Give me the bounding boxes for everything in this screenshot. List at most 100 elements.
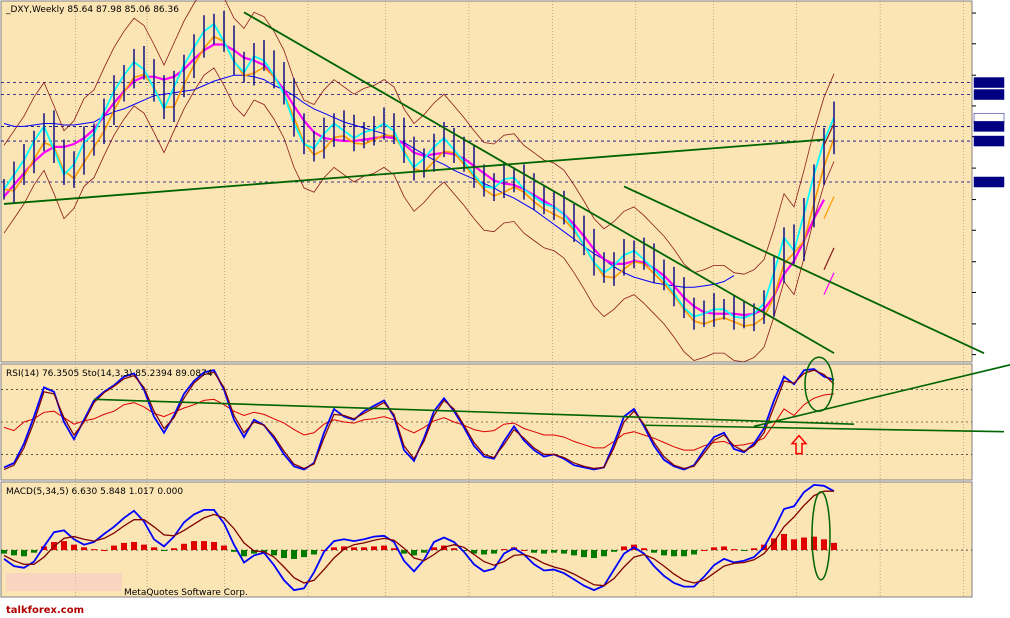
macd-histogram-bar [81, 547, 87, 551]
macd-histogram-bar [71, 544, 77, 551]
stochastic-d-line [3, 369, 835, 471]
rsi-trendline [753, 364, 1010, 428]
price-badge-box [973, 135, 1005, 147]
highlight-ellipse [811, 491, 831, 581]
rsi-trendline [643, 424, 1005, 433]
macd-histogram-bar [331, 547, 337, 551]
macd-histogram-bar [121, 542, 127, 551]
macd-histogram-bar [151, 547, 157, 551]
macd-histogram-bar [711, 547, 717, 551]
macd-histogram-bar [231, 550, 237, 552]
lower-envelope-line [3, 67, 835, 363]
macd-histogram-bar [601, 550, 607, 557]
macd-histogram-bar [21, 550, 27, 557]
watermark-site: talkforex.com [6, 605, 84, 616]
macd-histogram-bar [411, 550, 417, 556]
macd-histogram-bar [741, 550, 747, 552]
watermark: talkforex.com MetaQuotes Software Corp. [6, 573, 248, 616]
macd-histogram-bar [831, 542, 837, 551]
macd-histogram-bar [481, 550, 487, 555]
macd-histogram-bar [691, 550, 697, 555]
macd-series [1, 483, 837, 592]
macd-histogram-bar [311, 550, 317, 555]
macd-histogram-bar [401, 550, 407, 554]
rsi-line [3, 393, 835, 451]
price-trendline [243, 11, 835, 354]
moving-average-end [823, 247, 835, 271]
macd-histogram-bar [681, 550, 687, 557]
macd-histogram-bar [641, 548, 647, 551]
macd-histogram-bar [161, 550, 167, 552]
macd-histogram-bar [111, 545, 117, 551]
macd-histogram-bar [771, 538, 777, 551]
macd-histogram-bar [521, 550, 527, 552]
macd-histogram-bar [191, 541, 197, 551]
macd-histogram-bar [791, 539, 797, 551]
moving-average-end [823, 272, 835, 295]
macd-histogram-bar [821, 539, 827, 551]
macd-histogram-bar [41, 546, 47, 551]
axis-labels [972, 12, 1005, 356]
macd-histogram-bar [571, 550, 577, 556]
moving-average-end [823, 196, 835, 219]
macd-histogram-bar [341, 546, 347, 551]
macd-histogram-bar [721, 546, 727, 551]
rsi-trendline [93, 398, 855, 425]
price-panel-title: _DXY,Weekly 85.64 87.98 85.06 86.36 [5, 5, 179, 15]
macd-histogram-bar [1, 550, 7, 554]
macd-histogram-bar [621, 546, 627, 551]
price-trendline [623, 185, 985, 354]
macd-histogram-bar [211, 541, 217, 551]
macd-histogram-bar [141, 544, 147, 551]
macd-histogram-bar [451, 548, 457, 551]
price-smoothed-line [3, 22, 835, 319]
macd-histogram-bar [351, 547, 357, 551]
macd-histogram-bar [781, 533, 787, 551]
macd-histogram-bar [551, 550, 557, 553]
macd-histogram-bar [171, 548, 177, 551]
macd-histogram-bar [11, 550, 17, 556]
rsi-series [3, 356, 1010, 471]
price-badge-box [973, 89, 1005, 100]
macd-histogram-bar [461, 550, 467, 552]
macd-panel [0, 481, 973, 598]
macd-histogram-bar [201, 541, 207, 551]
macd-histogram-bar [701, 550, 707, 552]
macd-histogram-bar [651, 550, 657, 553]
macd-histogram-bar [281, 550, 287, 559]
macd-histogram-bar [491, 550, 497, 554]
macd-histogram-bar [541, 550, 547, 554]
macd-histogram-bar [101, 550, 107, 552]
macd-histogram-bar [241, 550, 247, 557]
macd-histogram-bar [611, 550, 617, 552]
macd-histogram-bar [221, 545, 227, 551]
price-series [3, 0, 985, 363]
macd-histogram-bar [291, 550, 297, 559]
macd-histogram-bar [391, 548, 397, 551]
macd-histogram-bar [731, 549, 737, 551]
macd-histogram-bar [671, 550, 677, 557]
price-badge-box [973, 121, 1005, 132]
rsi-panel-title: RSI(14) 76.3505 Sto(14,3,3) 85.2394 89.0… [6, 369, 213, 379]
macd-panel-title: MACD(5,34,5) 6.630 5.848 1.017 0.000 [6, 487, 183, 497]
price-badge-box [973, 176, 1005, 188]
macd-histogram-bar [181, 543, 187, 551]
price-badge-box [973, 77, 1005, 88]
moving-average-end [823, 123, 835, 146]
macd-signal-line [3, 490, 834, 587]
highlight-ellipse [804, 356, 834, 412]
fast-moving-average-line [3, 35, 835, 327]
watermark-copyright: MetaQuotes Software Corp. [124, 588, 248, 598]
macd-histogram-bar [251, 550, 257, 554]
macd-histogram-bar [531, 550, 537, 553]
macd-histogram-bar [421, 550, 427, 553]
macd-histogram-bar [801, 537, 807, 551]
macd-histogram-bar [751, 548, 757, 551]
macd-histogram-bar [561, 550, 567, 554]
price-panel [0, 0, 973, 363]
watermark-logo [6, 573, 122, 591]
macd-histogram-bar [361, 547, 367, 551]
macd-histogram-bar [591, 550, 597, 559]
macd-histogram-bar [501, 549, 507, 551]
